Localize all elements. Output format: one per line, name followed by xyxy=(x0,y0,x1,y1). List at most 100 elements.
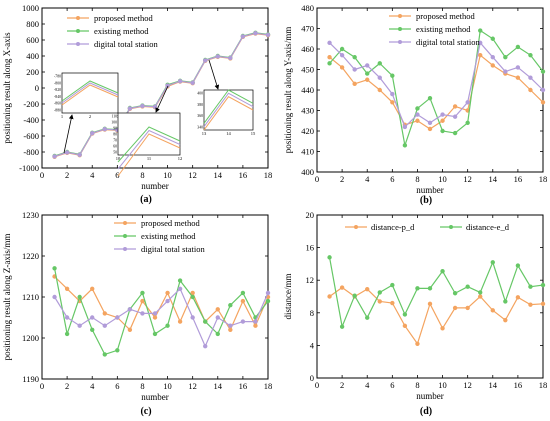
y-tick-label: 1210 xyxy=(22,292,39,302)
data-point xyxy=(327,55,332,60)
inset-series-line-1 xyxy=(203,89,254,124)
data-point xyxy=(515,295,521,300)
x-tick-label: 16 xyxy=(514,174,523,184)
x-tick-label: 6 xyxy=(390,174,394,184)
data-point xyxy=(503,317,508,323)
data-point xyxy=(64,315,70,320)
data-point xyxy=(140,298,145,304)
data-point xyxy=(265,32,271,37)
data-point xyxy=(515,263,521,268)
data-point xyxy=(102,323,107,328)
inset-y-tick-label: 110 xyxy=(111,115,117,119)
x-tick-label: 8 xyxy=(415,174,419,184)
data-point xyxy=(339,285,345,290)
legend-entry: existing method xyxy=(141,231,196,241)
data-point xyxy=(452,130,458,136)
plot-frame xyxy=(316,214,544,379)
x-tick-label: 16 xyxy=(239,381,248,391)
data-point xyxy=(415,341,420,346)
series-line-1 xyxy=(329,29,544,148)
data-point xyxy=(478,28,483,33)
data-point xyxy=(240,34,246,39)
data-point xyxy=(339,46,345,52)
x-tick-label: 2 xyxy=(65,170,69,180)
data-point xyxy=(415,118,420,123)
data-point xyxy=(540,69,546,74)
chart-panel-3: 0 2 4 6 8 10 12 14 16 18 0 4 8 12 16 20 number distance/m… xyxy=(283,210,547,417)
x-tick-label: 8 xyxy=(140,170,144,180)
y-tick-label: -1000 xyxy=(19,163,39,173)
x-tick-label: 14 xyxy=(489,174,498,184)
data-point xyxy=(440,128,445,134)
data-point xyxy=(253,319,258,324)
x-tick-label: 2 xyxy=(340,380,344,390)
data-point xyxy=(52,294,57,300)
data-point xyxy=(165,290,170,296)
data-point xyxy=(465,100,470,105)
x-axis-title: number xyxy=(416,391,444,401)
x-tick-label: 12 xyxy=(188,381,197,391)
data-point xyxy=(190,315,195,320)
data-point xyxy=(515,65,521,70)
data-point xyxy=(64,286,70,291)
legend-marker xyxy=(398,40,402,44)
legend-marker xyxy=(76,42,80,46)
data-point xyxy=(390,282,395,288)
y-tick-label: 1000 xyxy=(22,3,39,13)
legend-marker xyxy=(76,16,80,20)
y-tick-label: 800 xyxy=(26,19,39,29)
series-line-0 xyxy=(329,286,544,346)
y-tick-label: 400 xyxy=(301,167,314,177)
data-point xyxy=(339,65,345,70)
data-point xyxy=(240,319,246,324)
data-point xyxy=(427,286,433,291)
data-point xyxy=(365,286,370,292)
data-point xyxy=(77,294,82,300)
data-point xyxy=(402,323,408,329)
inset-series-line-2 xyxy=(117,129,181,170)
data-point xyxy=(490,308,495,313)
data-point xyxy=(64,150,70,155)
y-tick-label: 450 xyxy=(301,65,314,75)
x-tick-label: 16 xyxy=(239,170,248,180)
y-tick-label: 410 xyxy=(301,147,314,157)
data-point xyxy=(203,344,208,349)
legend-marker xyxy=(123,234,127,238)
data-point xyxy=(540,301,546,307)
data-point xyxy=(540,100,546,105)
inset-y-tick-label: 400 xyxy=(197,92,203,96)
inset-y-tick-label: 60 xyxy=(113,145,117,149)
data-point xyxy=(528,302,533,307)
data-point xyxy=(339,52,345,58)
data-point xyxy=(115,315,120,320)
data-point xyxy=(440,269,445,274)
inset-x-tick-label: 14 xyxy=(226,131,231,136)
data-point xyxy=(365,315,370,320)
zoom-arrow xyxy=(155,85,169,113)
legend-entry: distance-p_d xyxy=(371,222,415,232)
y-tick-label: -400 xyxy=(23,115,39,125)
data-point xyxy=(528,52,533,58)
x-tick-label: 6 xyxy=(390,380,394,390)
y-tick-label: 200 xyxy=(26,67,39,77)
data-point xyxy=(352,293,357,298)
inset-x-tick-label: 10 xyxy=(116,156,121,161)
legend-entry: proposed method xyxy=(416,11,476,21)
x-tick-label: 16 xyxy=(514,380,523,390)
y-tick-label: 480 xyxy=(301,3,314,13)
x-tick-label: 6 xyxy=(115,170,119,180)
x-tick-label: 10 xyxy=(163,170,172,180)
y-tick-label: 16 xyxy=(306,243,315,253)
y-tick-label: 1200 xyxy=(22,333,39,343)
data-point xyxy=(465,305,470,311)
x-tick-label: 14 xyxy=(214,170,223,180)
x-axis-title: number xyxy=(416,185,444,195)
series-line-1 xyxy=(53,268,269,356)
data-point xyxy=(352,67,357,72)
inset-x-tick-label: 2 xyxy=(89,114,91,119)
x-tick-label: 0 xyxy=(40,381,44,391)
data-point xyxy=(452,104,458,109)
data-point xyxy=(390,300,395,306)
x-tick-label: 2 xyxy=(340,174,344,184)
